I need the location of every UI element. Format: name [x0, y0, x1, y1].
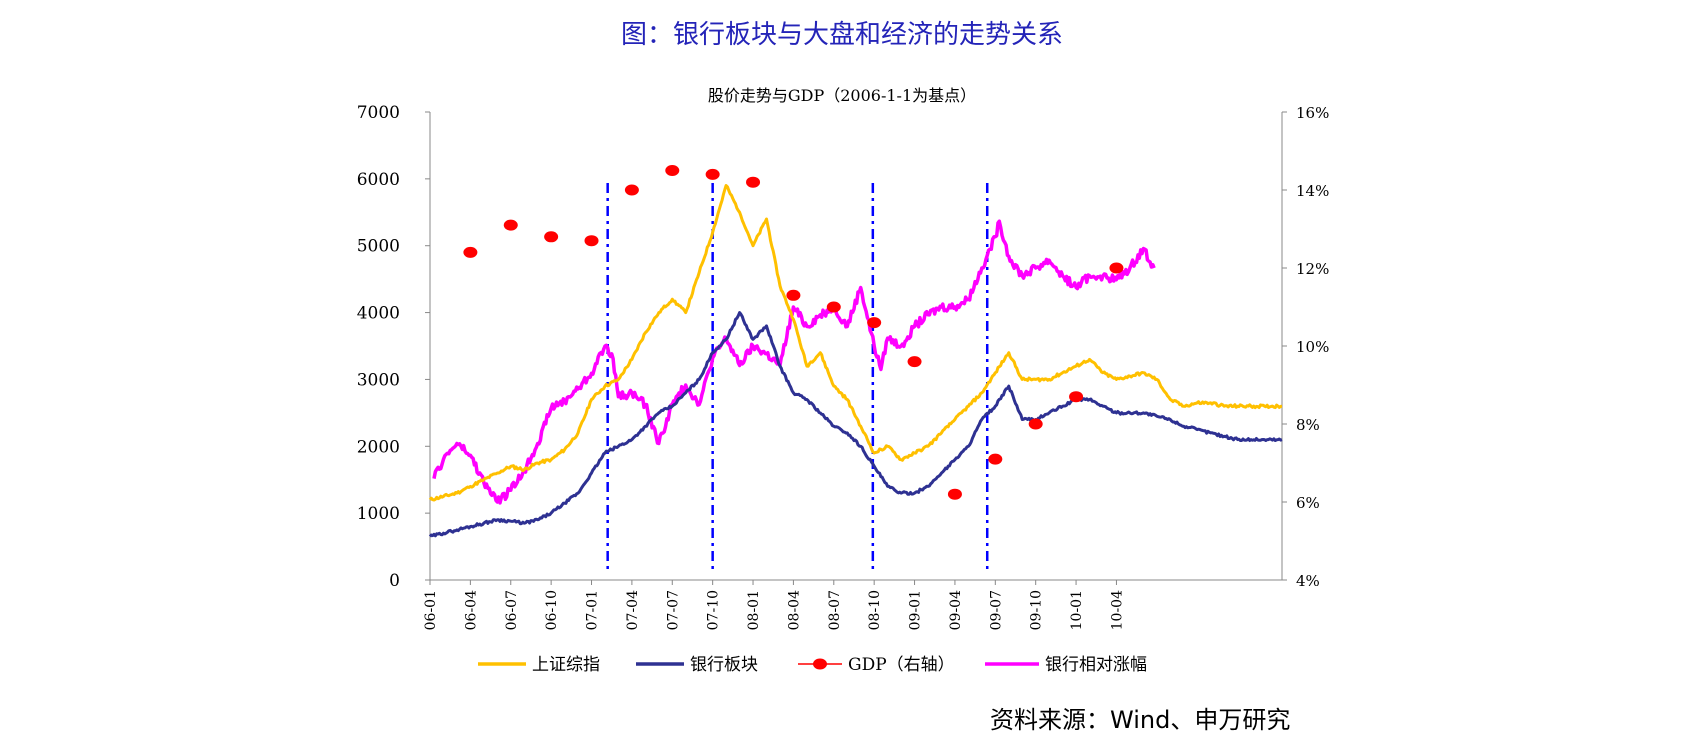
- x-tick-label: 06-04: [463, 590, 479, 630]
- page-title: 图：银行板块与大盘和经济的走势关系: [620, 20, 1063, 50]
- y-left-tick-label: 2000: [357, 437, 400, 457]
- source-note: 资料来源：Wind、申万研究: [990, 706, 1291, 734]
- x-tick-label: 06-07: [504, 590, 520, 630]
- x-tick-label: 06-01: [423, 590, 439, 630]
- y-right-tick-label: 14%: [1296, 182, 1329, 200]
- gdp-point: [786, 289, 801, 301]
- legend-swatch-dot: [813, 658, 827, 670]
- x-tick-label: 07-04: [625, 590, 641, 630]
- y-right-tick-label: 6%: [1296, 494, 1320, 512]
- gdp-point: [705, 168, 720, 180]
- x-tick-label: 08-04: [786, 590, 802, 630]
- x-tick-label: 07-10: [706, 590, 722, 630]
- y-left-tick-label: 3000: [357, 370, 400, 390]
- gdp-point: [1028, 418, 1043, 430]
- gdp-point: [624, 184, 639, 196]
- chart-title: 股价走势与GDP（2006-1-1为基点）: [707, 86, 977, 105]
- y-right-tick-label: 4%: [1296, 572, 1320, 590]
- y-left-tick-label: 0: [389, 571, 400, 591]
- gdp-point: [826, 301, 841, 313]
- gdp-point: [907, 356, 922, 368]
- x-tick-label: 09-07: [988, 590, 1004, 630]
- legend-label-bank: 银行板块: [690, 655, 758, 675]
- x-tick-label: 08-10: [867, 590, 883, 630]
- legend-label-gdp: GDP（右轴）: [848, 655, 955, 675]
- y-left-tick-label: 4000: [357, 304, 400, 324]
- legend-label-rel: 银行相对涨幅: [1045, 655, 1147, 675]
- gdp-point: [1109, 262, 1124, 274]
- y-left-tick-label: 5000: [357, 237, 400, 257]
- gdp-point: [503, 219, 518, 231]
- x-tick-label: 06-10: [544, 590, 560, 630]
- x-tick-label: 09-04: [948, 590, 964, 630]
- gdp-point: [988, 453, 1003, 465]
- gdp-point: [746, 176, 761, 188]
- series-line-rel: [432, 219, 1156, 505]
- x-tick-label: 07-07: [665, 590, 681, 630]
- x-tick-label: 10-04: [1109, 590, 1125, 630]
- event-vlines: [606, 183, 989, 572]
- gdp-point: [947, 488, 962, 500]
- y-right-tick-label: 16%: [1296, 104, 1329, 122]
- series-line-bank: [428, 311, 1283, 538]
- y-left-tick-label: 6000: [357, 170, 400, 190]
- x-tick-label: 09-10: [1029, 590, 1045, 630]
- legend-label-sh: 上证综指: [532, 655, 600, 675]
- y-left-tick-label: 7000: [357, 103, 400, 123]
- y-right-tick-label: 10%: [1296, 338, 1329, 356]
- gdp-point: [867, 317, 882, 329]
- y-right-tick-label: 12%: [1296, 260, 1329, 278]
- gdp-point: [1069, 391, 1084, 403]
- gdp-point: [544, 231, 559, 243]
- chart: 0 1000 2000 3000 4000 5000 6000 7000 4% 6% 8% 10% 12…: [357, 103, 1330, 675]
- x-tick-label: 08-07: [827, 590, 843, 630]
- gdp-point: [463, 246, 478, 258]
- gdp-points: [463, 165, 1124, 500]
- series-lines: [428, 184, 1283, 538]
- chart-axes: 0 1000 2000 3000 4000 5000 6000 7000 4% 6% 8% 10% 12…: [357, 103, 1330, 630]
- y-right-tick-label: 8%: [1296, 416, 1320, 434]
- x-tick-label: 10-01: [1069, 590, 1085, 630]
- series-line-sh: [428, 184, 1283, 502]
- gdp-point: [665, 165, 680, 176]
- y-left-tick-label: 1000: [357, 504, 400, 524]
- legend: 上证综指 银行板块 GDP（右轴） 银行相对涨幅: [478, 655, 1147, 675]
- x-tick-label: 09-01: [908, 590, 924, 630]
- x-tick-label: 08-01: [746, 590, 762, 630]
- gdp-point: [584, 235, 599, 247]
- x-tick-label: 07-01: [585, 590, 601, 630]
